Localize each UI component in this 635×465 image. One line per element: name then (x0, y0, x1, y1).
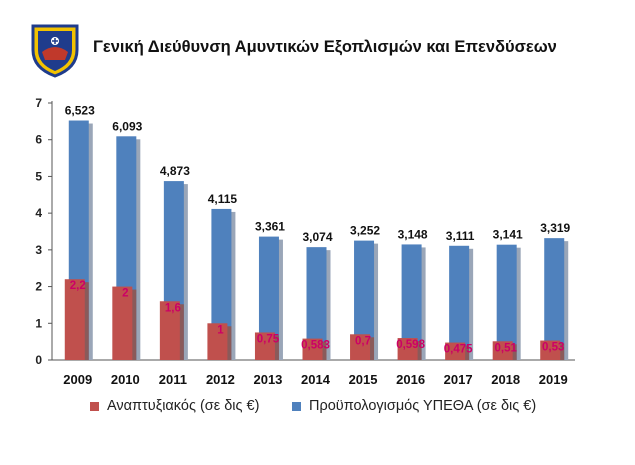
legend-label-budget: Προϋπολογισμός ΥΠΕΘΑ (σε δις €) (309, 398, 537, 414)
data-label-budget: 3,252 (350, 224, 380, 238)
bar-development (159, 301, 180, 360)
data-label-budget: 3,361 (255, 220, 285, 234)
y-tick-label: 4 (35, 206, 42, 220)
bar-budget (544, 238, 565, 360)
header: Γενική Διεύθυνση Αμυντικών Εξοπλισμών κα… (0, 0, 635, 95)
data-label-budget: 3,148 (398, 227, 428, 241)
bar-development (302, 338, 323, 360)
data-label-development: 0,598 (396, 339, 425, 351)
bar-development (445, 342, 466, 360)
data-label-budget: 4,115 (208, 192, 238, 206)
bar-development (397, 338, 418, 360)
data-label-budget: 6,093 (112, 119, 142, 133)
x-tick-label: 2014 (301, 372, 331, 387)
legend-item-development: Αναπτυξιακός (σε δις €) (90, 398, 259, 414)
bar-development (540, 340, 561, 360)
data-label-budget: 3,111 (446, 229, 475, 243)
bar-development (112, 286, 133, 360)
data-label-development: 0,475 (444, 344, 473, 356)
legend-swatch-red (90, 401, 99, 411)
x-tick-label: 2011 (159, 372, 187, 387)
navy-shield-emblem-icon (30, 22, 80, 78)
page-title: Γενική Διεύθυνση Αμυντικών Εξοπλισμών κα… (93, 38, 557, 56)
data-label-budget: 6,523 (65, 104, 95, 118)
data-label-development: 2 (122, 288, 128, 300)
data-label-development: 0,7 (355, 335, 371, 347)
data-label-development: 1,6 (165, 302, 181, 314)
bar-development (492, 341, 513, 360)
bar-development (254, 332, 275, 360)
x-tick-label: 2018 (491, 372, 520, 387)
data-label-development: 0,51 (494, 342, 517, 354)
y-tick-label: 3 (35, 243, 42, 257)
data-label-development: 1 (217, 324, 224, 336)
bar-development (350, 334, 371, 360)
bar-development (64, 279, 85, 360)
y-tick-label: 6 (35, 133, 42, 147)
data-label-budget: 3,319 (540, 221, 570, 235)
x-tick-label: 2010 (111, 372, 140, 387)
x-tick-label: 2019 (539, 372, 568, 387)
bar-development (207, 323, 228, 360)
data-label-budget: 3,141 (493, 228, 523, 242)
bar-budget (258, 236, 279, 360)
bar-budget (449, 245, 470, 360)
data-label-development: 2,2 (70, 280, 86, 292)
bar-chart: 0 1 2 3 4 5 6 7 6,523 2,2 2009 6,093 2 2010 4,873 1,6 20… (35, 96, 575, 387)
legend-swatch-blue (292, 401, 301, 411)
bar-budget (211, 208, 232, 360)
bar-budget (306, 247, 327, 360)
x-tick-label: 2015 (349, 372, 378, 387)
x-tick-label: 2017 (444, 372, 473, 387)
bar-budget (496, 244, 517, 360)
y-tick-label: 1 (35, 316, 42, 330)
x-tick-label: 2013 (253, 372, 282, 387)
x-tick-label: 2016 (396, 372, 425, 387)
legend-label-development: Αναπτυξιακός (σε δις €) (107, 398, 260, 414)
legend-item-budget: Προϋπολογισμός ΥΠΕΘΑ (σε δις €) (292, 398, 536, 414)
data-label-development: 0,75 (257, 333, 280, 345)
bar-budget (354, 240, 375, 360)
y-tick-label: 5 (35, 169, 42, 183)
data-label-development: 0,53 (542, 342, 564, 354)
x-tick-label: 2012 (206, 372, 235, 387)
bar-budget (401, 244, 422, 360)
data-label-budget: 3,074 (302, 230, 332, 244)
y-tick-label: 2 (35, 280, 42, 294)
y-tick-label: 0 (35, 353, 42, 367)
data-label-development: 0,583 (301, 340, 330, 352)
chart-legend: Αναπτυξιακός (σε δις €) Προϋπολογισμός Υ… (90, 398, 610, 422)
x-tick-label: 2009 (63, 372, 92, 387)
y-tick-label: 7 (35, 96, 42, 110)
data-label-budget: 4,873 (160, 164, 190, 178)
